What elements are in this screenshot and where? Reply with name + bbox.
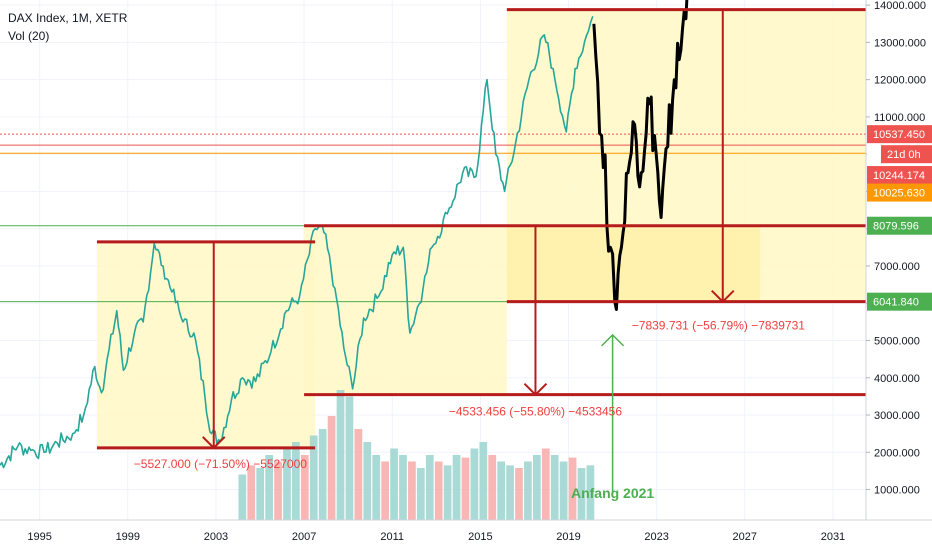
x-tick-label-9: 2031 (821, 531, 845, 543)
y-tick-label-2: 3000.000 (874, 410, 920, 422)
volume-bar-27 (479, 442, 488, 520)
volume-bar-8 (309, 435, 318, 520)
price-series-1 (592, 0, 689, 311)
y-tick-label-12: 13000.000 (874, 37, 926, 49)
x-tick-label-0: 1995 (27, 531, 51, 543)
volume-bar-29 (497, 461, 506, 520)
volume-bar-22 (434, 461, 443, 520)
annotation-0: −5527.000 (−71.50%) −5527000 (134, 457, 307, 471)
annotation-1: −4533.456 (−55.80%) −4533456 (449, 404, 622, 418)
x-tick-label-2: 2003 (204, 531, 228, 543)
volume-bar-18 (399, 455, 407, 520)
volume-bar-13 (354, 429, 363, 520)
volume-bar-14 (363, 442, 372, 520)
y-tick-label-11: 12000.000 (874, 75, 926, 87)
volume-bar-35 (550, 455, 559, 520)
volume-bar-15 (372, 455, 381, 520)
annotation-3: Anfang 2021 (571, 485, 654, 501)
x-tick-label-7: 2023 (644, 531, 668, 543)
volume-bar-28 (488, 455, 497, 520)
volume-bar-30 (506, 465, 514, 520)
x-axis-area (0, 520, 932, 550)
volume-bar-20 (416, 468, 425, 520)
volume-bar-0 (238, 474, 247, 520)
y-tick-label-1: 2000.000 (874, 447, 920, 459)
volume-bar-5 (283, 448, 291, 520)
volume-bar-4 (274, 461, 282, 520)
volume-bar-19 (408, 461, 416, 520)
legend-volume: Vol (20) (8, 29, 50, 43)
volume-bar-26 (470, 448, 479, 520)
volume-bar-25 (461, 457, 470, 520)
y-tick-label-6: 7000.000 (874, 261, 920, 273)
range-box-3 (506, 225, 761, 302)
volume-bar-21 (425, 455, 434, 520)
price-tag-bg-3 (867, 166, 932, 185)
price-tag-bg-5 (867, 216, 932, 235)
annotation-2: −7839.731 (−56.79%) −7839731 (632, 318, 805, 332)
y-tick-label-10: 11000.000 (874, 112, 925, 124)
price-tag-4: 10025.630 (873, 188, 925, 200)
range-box-1 (304, 225, 507, 395)
x-tick-label-1: 1999 (116, 531, 140, 543)
volume-bar-37 (568, 457, 577, 520)
price-tag-3: 10244.174 (873, 170, 925, 182)
volume-bar-24 (452, 455, 461, 520)
y-axis-area (866, 0, 932, 550)
arrow-head-3 (601, 333, 625, 347)
volume-bar-31 (515, 468, 523, 520)
volume-bar-9 (318, 429, 327, 520)
arrow-head-1 (523, 382, 548, 397)
x-tick-label-5: 2015 (468, 531, 492, 543)
y-tick-label-3: 4000.000 (874, 373, 920, 385)
volume-bar-36 (559, 461, 568, 520)
price-tag-bg-4 (867, 183, 932, 202)
x-tick-label-4: 2011 (380, 531, 404, 543)
volume-bar-7 (300, 455, 309, 520)
price-series-0 (0, 16, 594, 469)
price-tag-2: 21d 0h (887, 149, 921, 161)
y-tick-label-13: 14000.000 (874, 0, 926, 12)
price-tag-5: 8079.596 (873, 221, 919, 233)
volume-bar-23 (443, 465, 452, 520)
range-box-0 (96, 241, 316, 448)
price-tag-bg-1 (867, 145, 881, 164)
y-tick-label-0: 1000.000 (874, 485, 920, 497)
price-tag-bg-0 (867, 125, 932, 144)
price-tag-bg-2 (881, 145, 932, 164)
x-tick-label-6: 2019 (556, 531, 580, 543)
volume-bar-33 (532, 455, 541, 520)
volume-bar-34 (541, 448, 550, 520)
volume-bar-17 (390, 448, 398, 520)
volume-bar-16 (381, 461, 389, 520)
volume-bar-12 (345, 396, 354, 520)
arrow-head-0 (202, 436, 226, 450)
x-tick-label-3: 2007 (292, 531, 316, 543)
chart-legend: DAX Index, 1M, XETR Vol (20) (8, 9, 127, 45)
volume-bar-1 (247, 465, 256, 520)
volume-bar-10 (327, 416, 336, 520)
price-tag-bg-6 (867, 292, 932, 311)
y-tick-label-4: 5000.000 (874, 335, 920, 347)
volume-bar-39 (586, 465, 595, 520)
price-tag-6: 6041.840 (873, 297, 919, 309)
volume-bar-2 (256, 468, 265, 520)
volume-bar-11 (336, 390, 345, 520)
price-tag-0: 10537.450 (873, 129, 925, 141)
arrow-head-2 (711, 289, 735, 304)
x-tick-label-8: 2027 (733, 531, 757, 543)
volume-bar-38 (577, 468, 586, 520)
volume-bar-32 (524, 461, 532, 520)
legend-title: DAX Index, 1M, XETR (8, 11, 128, 25)
volume-bar-6 (292, 442, 300, 520)
volume-bar-3 (265, 455, 273, 520)
